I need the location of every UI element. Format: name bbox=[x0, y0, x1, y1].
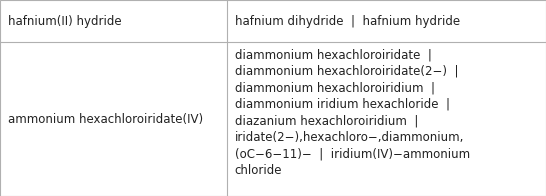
Text: hafnium(II) hydride: hafnium(II) hydride bbox=[8, 15, 122, 28]
Text: hafnium dihydride  |  hafnium hydride: hafnium dihydride | hafnium hydride bbox=[235, 15, 460, 28]
Text: diammonium hexachloroiridate  |
diammonium hexachloroiridate(2−)  |
diammonium h: diammonium hexachloroiridate | diammoniu… bbox=[235, 48, 470, 177]
Text: ammonium hexachloroiridate(IV): ammonium hexachloroiridate(IV) bbox=[8, 113, 203, 126]
